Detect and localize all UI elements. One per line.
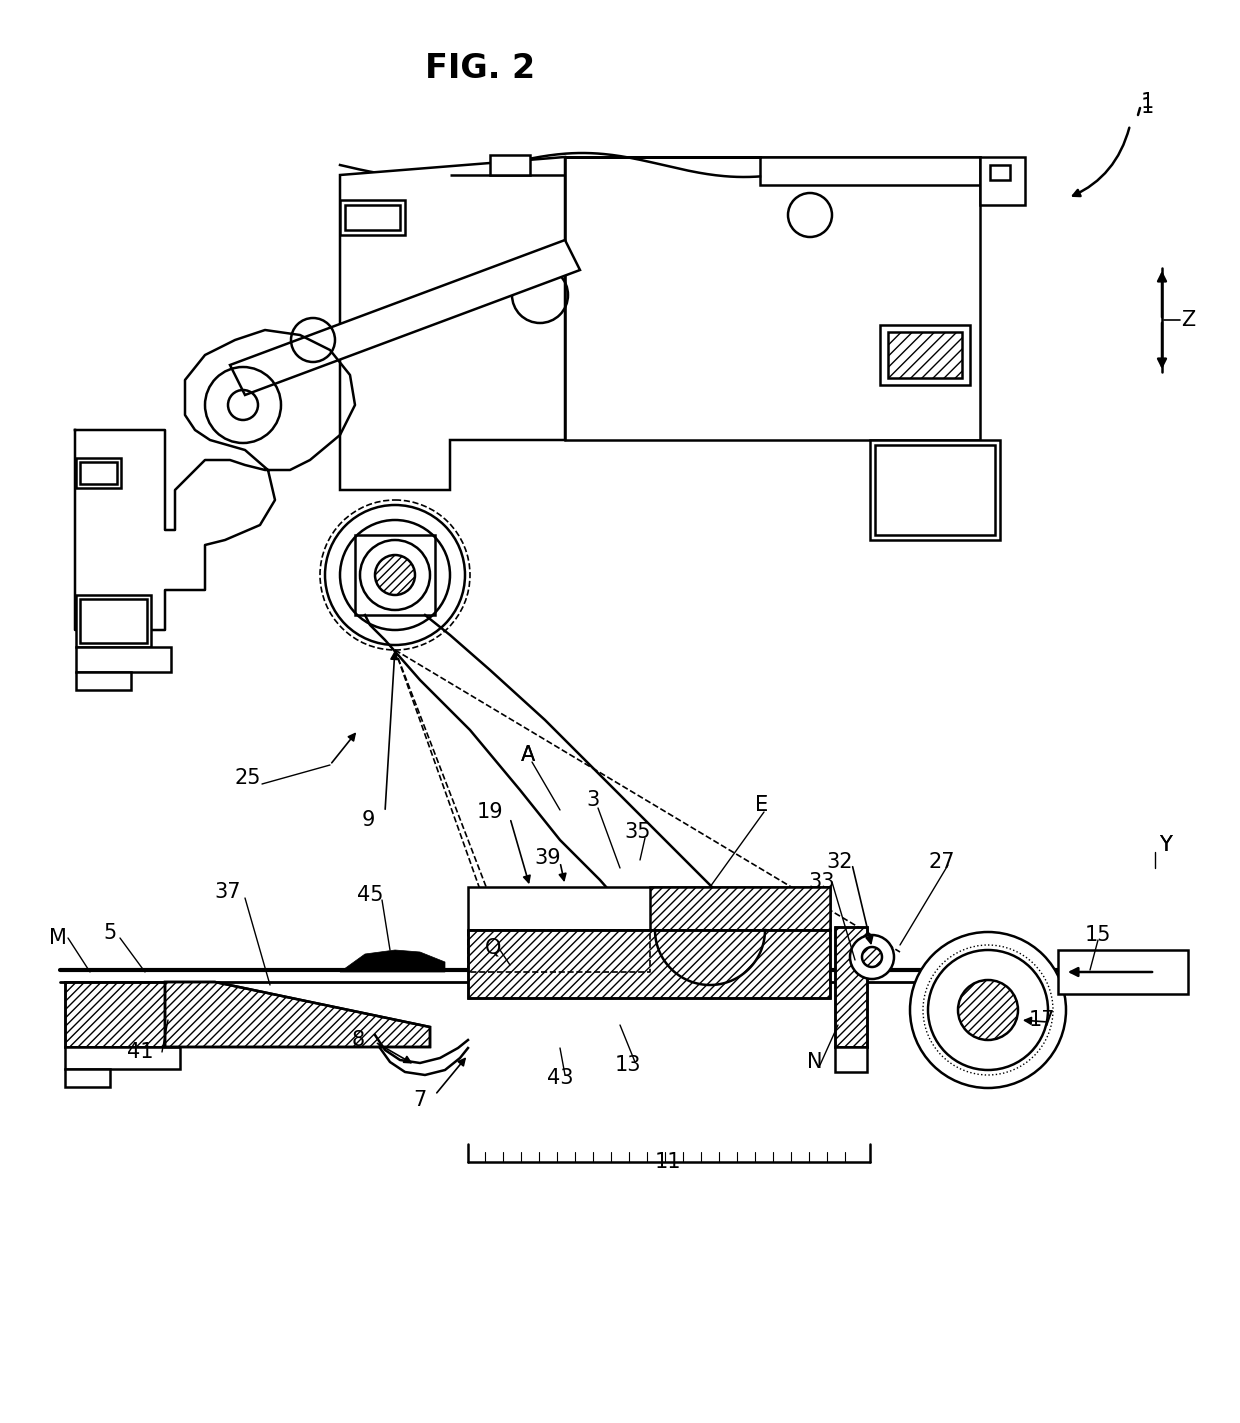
FancyArrowPatch shape	[1073, 128, 1130, 196]
Bar	[64, 1069, 110, 1087]
Polygon shape	[340, 951, 445, 972]
Text: 1: 1	[1141, 97, 1153, 117]
Text: 43: 43	[547, 1069, 573, 1089]
Text: E: E	[755, 795, 769, 815]
Text: 17: 17	[1029, 1010, 1055, 1030]
Circle shape	[849, 935, 894, 979]
Polygon shape	[565, 157, 980, 440]
Bar	[650, 887, 830, 931]
Text: A: A	[521, 746, 536, 766]
Bar	[76, 672, 131, 690]
Text: 33: 33	[808, 872, 836, 892]
Text: 11: 11	[655, 1153, 681, 1173]
Bar	[835, 926, 867, 1047]
Text: FIG. 2: FIG. 2	[425, 51, 536, 84]
Text: 7: 7	[413, 1090, 427, 1110]
Text: 19: 19	[476, 803, 503, 822]
Text: 13: 13	[615, 1054, 641, 1074]
Bar	[880, 324, 970, 386]
Text: A: A	[521, 746, 536, 766]
Polygon shape	[565, 157, 980, 185]
Circle shape	[910, 932, 1066, 1089]
Polygon shape	[980, 157, 1025, 205]
Bar	[64, 982, 165, 1047]
Circle shape	[862, 946, 882, 968]
Text: 8: 8	[351, 1030, 365, 1050]
Text: 45: 45	[357, 885, 383, 905]
Circle shape	[325, 505, 465, 645]
Bar	[345, 205, 401, 231]
Text: 3: 3	[587, 790, 600, 810]
Circle shape	[928, 951, 1048, 1070]
Polygon shape	[870, 440, 999, 539]
Bar	[467, 931, 830, 998]
Text: 1: 1	[1141, 92, 1153, 112]
Text: Y: Y	[1158, 835, 1172, 855]
Text: M: M	[50, 928, 67, 948]
Polygon shape	[490, 155, 529, 175]
Polygon shape	[340, 157, 565, 490]
Text: 27: 27	[929, 852, 955, 872]
Text: E: E	[755, 795, 769, 815]
Text: Y: Y	[1158, 835, 1172, 855]
Bar	[467, 931, 830, 998]
Polygon shape	[165, 982, 430, 1047]
Text: 25: 25	[234, 768, 262, 788]
Bar	[76, 595, 151, 647]
Bar	[835, 1047, 867, 1072]
Bar	[81, 462, 117, 484]
Text: 5: 5	[103, 924, 117, 943]
Circle shape	[959, 980, 1018, 1040]
Bar	[888, 332, 962, 379]
Bar	[1058, 951, 1188, 995]
Bar	[76, 647, 171, 672]
Text: 35: 35	[625, 822, 651, 842]
Polygon shape	[990, 165, 1011, 179]
Text: Z: Z	[1180, 310, 1195, 330]
Text: 9: 9	[361, 810, 374, 830]
Bar	[76, 458, 122, 488]
Bar	[64, 982, 165, 1047]
Text: Q: Q	[485, 936, 501, 958]
Bar	[81, 599, 148, 643]
Bar	[340, 201, 405, 235]
Text: 39: 39	[534, 848, 562, 868]
Polygon shape	[229, 240, 580, 396]
Polygon shape	[875, 445, 994, 535]
Bar	[835, 926, 867, 1047]
Bar	[64, 1047, 180, 1069]
Text: 15: 15	[1085, 925, 1111, 945]
Bar	[355, 535, 435, 615]
Text: 32: 32	[827, 852, 853, 872]
Bar	[467, 887, 830, 931]
Text: N: N	[807, 1052, 823, 1072]
Text: 37: 37	[215, 882, 242, 902]
Text: 41: 41	[126, 1042, 154, 1062]
